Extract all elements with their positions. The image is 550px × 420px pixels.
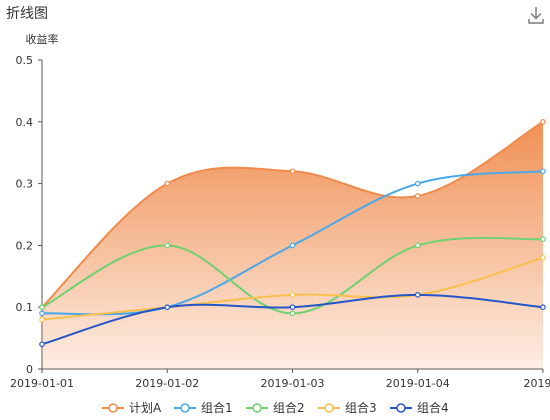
download-button[interactable]: [526, 5, 546, 25]
data-point-组合2: [414, 242, 421, 249]
y-tick-label: 0: [26, 363, 33, 376]
data-point-组合4: [414, 292, 421, 298]
y-tick-label: 0.5: [16, 54, 34, 67]
x-tick-label: 2019-01-01: [10, 377, 74, 390]
legend-swatch-marker: [180, 403, 190, 413]
data-point-组合1: [289, 242, 296, 249]
data-point-组合4: [540, 304, 546, 311]
data-point-组合3: [39, 316, 45, 323]
y-tick-label: 0.4: [16, 116, 34, 129]
data-point-组合1: [414, 180, 421, 187]
y-tick-label: 0.2: [16, 239, 34, 252]
data-point-组合1: [39, 310, 45, 317]
legend-swatch-marker: [324, 403, 334, 413]
data-point-组合2: [164, 242, 171, 249]
legend-swatch-marker: [396, 403, 406, 413]
data-point-组合4: [289, 304, 296, 311]
data-point-组合1: [540, 168, 546, 175]
legend-swatch-marker: [108, 403, 118, 413]
data-point-组合2: [540, 236, 546, 243]
data-point-组合3: [289, 292, 296, 298]
data-point-组合3: [540, 254, 546, 261]
chart-title: 折线图: [6, 6, 48, 22]
x-tick-label: 2019-0: [524, 377, 550, 390]
legend-label: 组合1: [201, 400, 233, 415]
y-tick-label: 0.1: [16, 301, 34, 314]
legend-label: 组合3: [345, 400, 377, 415]
y-tick-label: 0.3: [16, 178, 34, 191]
legend-label: 计划A: [129, 401, 162, 415]
data-point-组合2: [39, 304, 45, 311]
data-point-计划A: [540, 119, 546, 125]
data-point-计划A: [164, 180, 171, 187]
x-tick-label: 2019-01-03: [261, 377, 325, 390]
x-tick-label: 2019-01-02: [135, 377, 199, 390]
data-point-组合2: [289, 310, 296, 317]
data-point-计划A: [414, 193, 421, 199]
legend-label: 组合4: [417, 400, 449, 415]
data-point-组合4: [39, 341, 45, 348]
legend-label: 组合2: [273, 400, 305, 415]
data-point-组合4: [164, 304, 171, 311]
data-point-计划A: [289, 168, 296, 175]
x-tick-label: 2019-01-04: [386, 377, 450, 390]
legend-swatch-marker: [252, 403, 262, 413]
download-icon: [528, 7, 544, 24]
y-axis-label: 收益率: [26, 32, 59, 46]
